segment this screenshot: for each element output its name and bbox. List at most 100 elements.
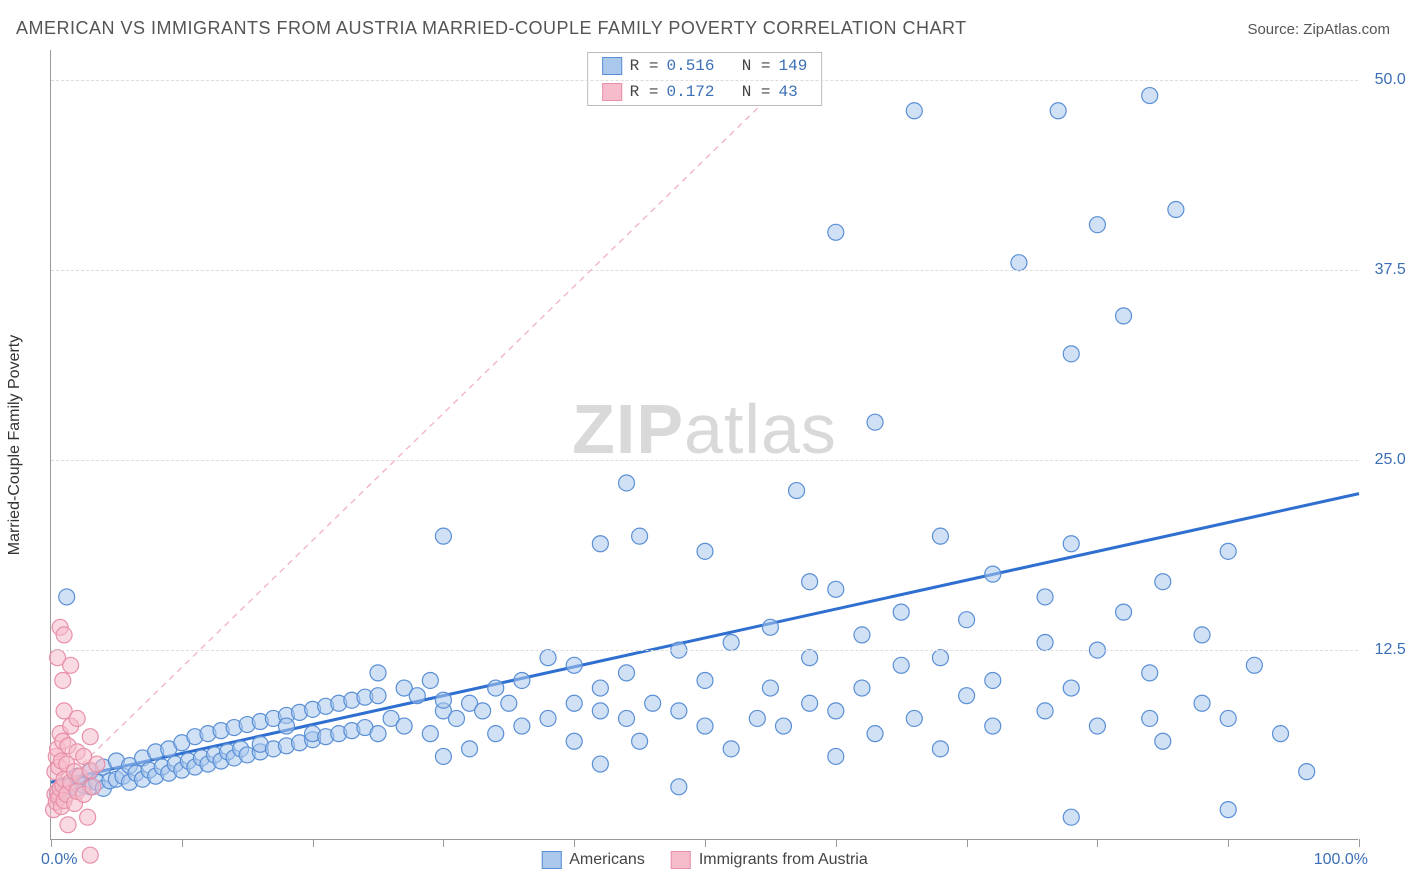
data-point [867, 726, 883, 742]
legend-r-label: R = [630, 57, 659, 75]
data-point [59, 589, 75, 605]
data-point [854, 680, 870, 696]
data-point [985, 718, 1001, 734]
x-tick [574, 839, 575, 847]
data-point [422, 726, 438, 742]
data-point [540, 650, 556, 666]
data-point [828, 703, 844, 719]
chart-header: AMERICAN VS IMMIGRANTS FROM AUSTRIA MARR… [16, 18, 1390, 39]
data-point [435, 528, 451, 544]
data-point [762, 619, 778, 635]
legend-swatch [541, 851, 561, 869]
scatter-plot-svg [51, 50, 1358, 839]
data-point [1037, 589, 1053, 605]
data-point [932, 528, 948, 544]
y-tick-label: 25.0% [1364, 451, 1406, 469]
data-point [89, 756, 105, 772]
data-point [566, 695, 582, 711]
data-point [1194, 627, 1210, 643]
data-point [959, 688, 975, 704]
data-point [409, 688, 425, 704]
data-point [566, 733, 582, 749]
data-point [82, 729, 98, 745]
chart-title: AMERICAN VS IMMIGRANTS FROM AUSTRIA MARR… [16, 18, 967, 39]
data-point [1142, 710, 1158, 726]
data-point [828, 224, 844, 240]
data-point [645, 695, 661, 711]
data-point [932, 741, 948, 757]
legend-r-value: 0.172 [666, 83, 714, 101]
data-point [1168, 202, 1184, 218]
data-point [1089, 718, 1105, 734]
x-tick [51, 839, 52, 847]
data-point [514, 672, 530, 688]
data-point [697, 718, 713, 734]
data-point [55, 672, 71, 688]
data-point [592, 756, 608, 772]
legend-n-label: N = [723, 57, 771, 75]
data-point [1050, 103, 1066, 119]
data-point [1063, 346, 1079, 362]
data-point [278, 718, 294, 734]
data-point [671, 703, 687, 719]
y-tick-label: 12.5% [1364, 641, 1406, 659]
data-point [762, 680, 778, 696]
series-legend-label: Immigrants from Austria [699, 851, 868, 869]
legend-r-label: R = [630, 83, 659, 101]
series-legend-item: Immigrants from Austria [671, 851, 868, 869]
data-point [985, 672, 1001, 688]
x-tick [967, 839, 968, 847]
data-point [775, 718, 791, 734]
series-legend-item: Americans [541, 851, 645, 869]
data-point [1089, 217, 1105, 233]
data-point [501, 695, 517, 711]
data-point [632, 528, 648, 544]
data-point [475, 703, 491, 719]
data-point [697, 672, 713, 688]
data-point [448, 710, 464, 726]
data-point [723, 741, 739, 757]
data-point [893, 657, 909, 673]
data-point [802, 695, 818, 711]
x-tick [705, 839, 706, 847]
data-point [671, 779, 687, 795]
x-axis-max-label: 100.0% [1314, 851, 1368, 869]
grid-line [51, 270, 1358, 271]
data-point [1299, 764, 1315, 780]
data-point [396, 718, 412, 734]
data-point [1142, 665, 1158, 681]
x-tick [836, 839, 837, 847]
data-point [462, 741, 478, 757]
data-point [828, 581, 844, 597]
chart-area: Married-Couple Family Poverty ZIPatlas R… [50, 50, 1358, 840]
data-point [435, 748, 451, 764]
x-tick [1228, 839, 1229, 847]
data-point [514, 718, 530, 734]
legend-n-value: 43 [779, 83, 798, 101]
data-point [69, 710, 85, 726]
data-point [802, 574, 818, 590]
data-point [592, 536, 608, 552]
legend-row: R =0.172 N = 43 [588, 79, 822, 105]
data-point [985, 566, 1001, 582]
legend-swatch [602, 83, 622, 101]
data-point [906, 710, 922, 726]
data-point [1220, 802, 1236, 818]
data-point [592, 680, 608, 696]
data-point [932, 650, 948, 666]
data-point [1063, 809, 1079, 825]
x-tick [443, 839, 444, 847]
data-point [1273, 726, 1289, 742]
legend-row: R =0.516 N =149 [588, 53, 822, 79]
data-point [619, 710, 635, 726]
data-point [370, 688, 386, 704]
data-point [1037, 703, 1053, 719]
data-point [82, 847, 98, 863]
data-point [1220, 710, 1236, 726]
data-point [959, 612, 975, 628]
data-point [63, 657, 79, 673]
y-axis-title: Married-Couple Family Poverty [6, 334, 24, 555]
data-point [1155, 574, 1171, 590]
data-point [566, 657, 582, 673]
legend-r-value: 0.516 [666, 57, 714, 75]
